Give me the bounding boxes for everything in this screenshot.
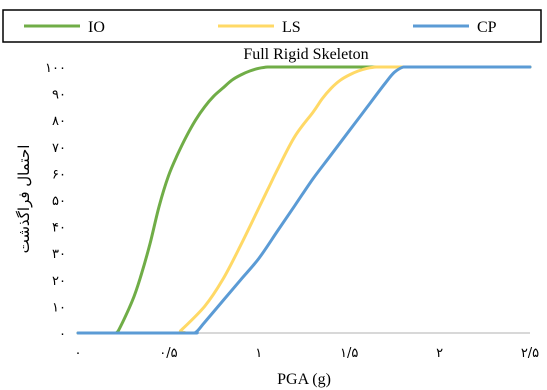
x-tick-label: ۲/۵ — [521, 346, 539, 361]
chart-title: Full Rigid Skeleton — [243, 46, 368, 63]
x-tick-label: ۰ — [75, 346, 82, 361]
y-tick-label: ۰ — [59, 327, 66, 342]
legend-label-io: IO — [88, 19, 105, 36]
y-tick-label: ۴۰ — [52, 221, 66, 236]
legend-label-cp: CP — [477, 19, 497, 36]
y-tick-label: ۳۰ — [52, 247, 66, 262]
y-tick-label: ۱۰ — [52, 300, 66, 315]
y-tick-label: ۵۰ — [52, 194, 66, 209]
x-tick-label: ۰/۵ — [159, 346, 177, 361]
y-tick-labels: ۰ ۱۰ ۲۰ ۳۰ ۴۰ ۵۰ ۶۰ ۷۰ ۸۰ ۹۰ ۱۰۰ — [45, 61, 66, 342]
x-tick-label: ۱/۵ — [340, 346, 358, 361]
y-tick-label: ۷۰ — [52, 141, 66, 156]
y-axis-label: احتمال فراگذشت — [15, 145, 33, 254]
legend: IO LS CP — [2, 9, 542, 43]
x-tick-label: ۲ — [436, 346, 443, 361]
legend-label-ls: LS — [282, 19, 301, 36]
y-tick-label: ۸۰ — [52, 114, 66, 129]
y-tick-label: ۶۰ — [52, 167, 66, 182]
y-tick-label: ۲۰ — [52, 274, 66, 289]
series-line-io — [76, 65, 532, 335]
x-tick-labels: ۰ ۰/۵ ۱ ۱/۵ ۲ ۲/۵ — [75, 346, 540, 361]
series-lines — [76, 65, 532, 335]
y-tick-label: ۹۰ — [52, 88, 66, 103]
series-line-cp — [76, 65, 532, 335]
x-tick-label: ۱ — [255, 346, 262, 361]
x-axis-label: PGA (g) — [277, 371, 331, 388]
y-tick-label: ۱۰۰ — [45, 61, 66, 76]
series-line-ls — [76, 65, 532, 335]
